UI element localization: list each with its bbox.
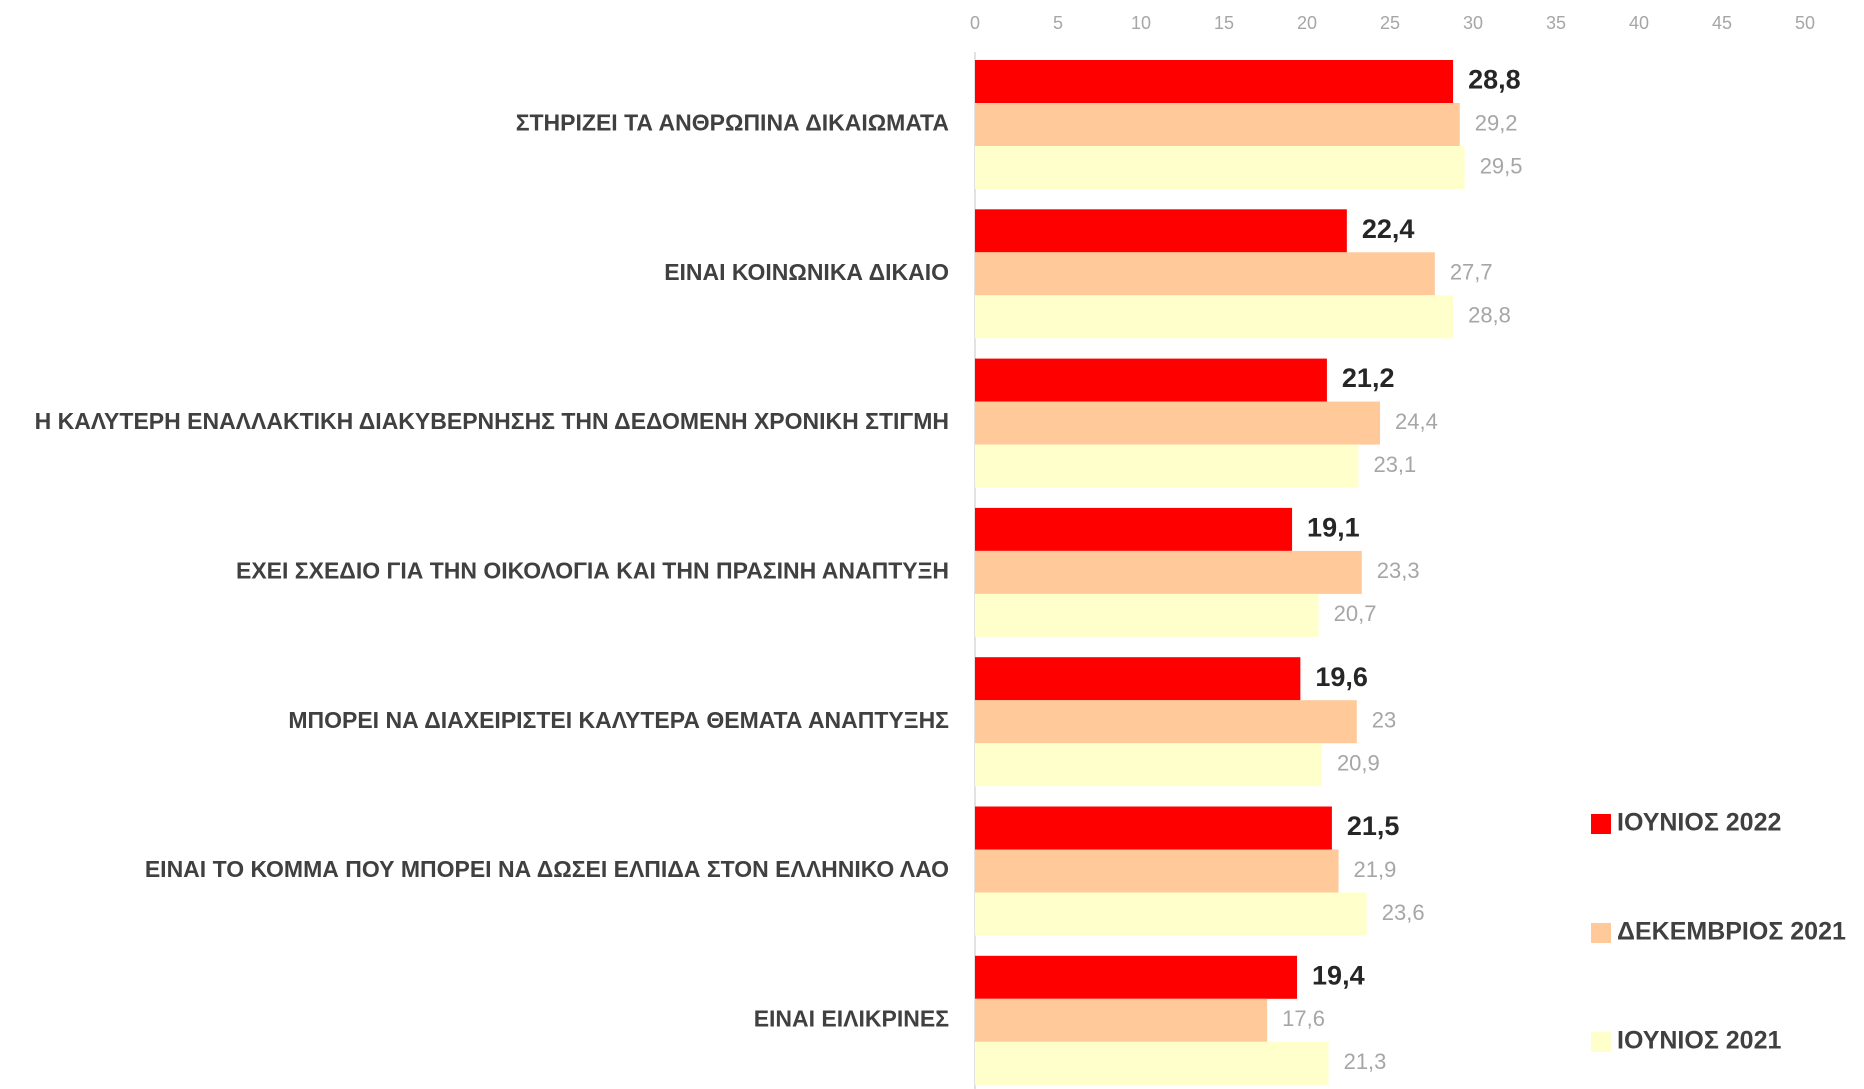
bar [975,295,1454,339]
data-label: 28,8 [1468,303,1511,328]
bar [975,593,1319,637]
data-label: 22,4 [1362,214,1415,244]
legend-swatch [1591,814,1611,834]
data-label: 24,4 [1395,409,1438,434]
data-label: 21,2 [1342,363,1395,393]
x-tick-label: 15 [1214,13,1234,33]
bar [975,892,1367,936]
x-tick-label: 45 [1712,13,1732,33]
data-label: 23,6 [1382,900,1425,925]
data-label: 19,1 [1307,513,1360,543]
data-label: 27,7 [1450,260,1493,285]
bar [975,103,1460,146]
x-tick-label: 5 [1053,13,1063,33]
data-label: 21,9 [1354,857,1397,882]
data-label: 28,8 [1468,65,1521,95]
bar [975,401,1381,445]
data-label: 23,1 [1373,452,1416,477]
data-label: 21,5 [1347,811,1400,841]
y-tick-label: ΕΙΝΑΙ ΤΟ ΚΟΜΜΑ ΠΟΥ ΜΠΟΡΕΙ ΝΑ ΔΩΣΕΙ ΕΛΠΙΔ… [145,856,949,882]
bar [975,657,1301,701]
bar [975,1041,1329,1085]
y-tick-label: ΜΠΟΡΕΙ ΝΑ ΔΙΑΧΕΙΡΙΣΤΕΙ ΚΑΛΥΤΕΡΑ ΘΕΜΑΤΑ Α… [288,707,949,733]
bar [975,444,1359,488]
legend-label: ΙΟΥΝΙΟΣ 2022 [1617,809,1781,837]
legend-swatch [1591,923,1611,943]
y-tick-label: ΕΙΝΑΙ ΚΟΙΝΩΝΙΚΑ ΔΙΚΑΙΟ [664,259,949,285]
bar [975,743,1322,787]
bar [975,700,1357,744]
bar [975,507,1293,551]
bar [975,252,1435,296]
x-tick-label: 40 [1629,13,1649,33]
y-tick-label: ΕΙΝΑΙ ΕΙΛΙΚΡΙΝΕΣ [754,1005,949,1031]
bar [975,60,1454,103]
x-tick-label: 30 [1463,13,1483,33]
data-label: 20,9 [1337,751,1380,776]
legend-label: ΔΕΚΕΜΒΡΙΟΣ 2021 [1617,918,1846,946]
x-tick-label: 25 [1380,13,1400,33]
data-label: 17,6 [1282,1006,1325,1031]
data-label: 29,5 [1480,153,1523,178]
data-label: 19,4 [1312,960,1365,990]
x-tick-label: 35 [1546,13,1566,33]
data-label: 19,6 [1315,662,1368,692]
y-tick-label: ΕΧΕΙ ΣΧΕΔΙΟ ΓΙΑ ΤΗΝ ΟΙΚΟΛΟΓΙΑ ΚΑΙ ΤΗΝ ΠΡ… [236,557,949,583]
x-tick-label: 20 [1297,13,1317,33]
data-label: 20,7 [1334,601,1377,626]
bar [975,209,1347,253]
legend-label: ΙΟΥΝΙΟΣ 2021 [1617,1027,1781,1055]
bar [975,955,1298,999]
bar [975,358,1327,402]
x-tick-label: 50 [1795,13,1815,33]
data-label: 23 [1372,708,1396,733]
data-label: 21,3 [1344,1049,1387,1074]
y-tick-label: ΣΤΗΡΙΖΕΙ ΤΑ ΑΝΘΡΩΠΙΝΑ ΔΙΚΑΙΩΜΑΤΑ [516,110,949,136]
bar [975,146,1465,189]
bar [975,849,1339,893]
bar [975,550,1362,594]
bar [975,998,1268,1042]
data-label: 29,2 [1475,110,1518,135]
x-tick-label: 10 [1131,13,1151,33]
data-label: 23,3 [1377,558,1420,583]
x-tick-label: 0 [970,13,980,33]
y-tick-label: Η ΚΑΛΥΤΕΡΗ ΕΝΑΛΛΑΚΤΙΚΗ ΔΙΑΚΥΒΕΡΝΗΣΗΣ ΤΗΝ… [35,408,949,434]
bar [975,806,1332,850]
legend-swatch [1591,1032,1611,1052]
